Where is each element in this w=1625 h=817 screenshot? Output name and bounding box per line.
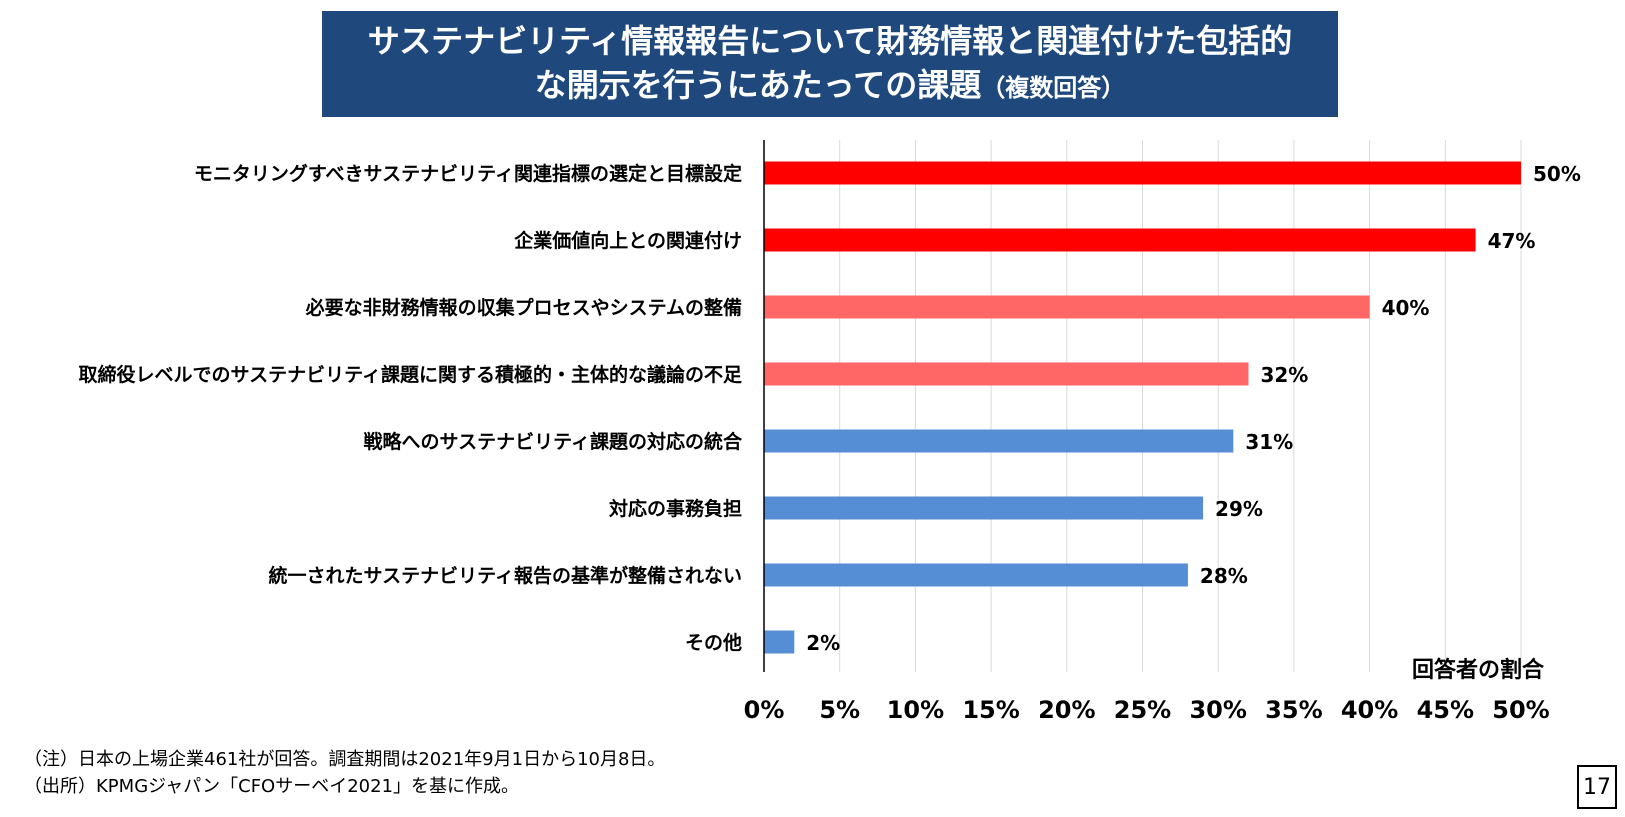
- bar: [764, 429, 1234, 453]
- bar: [764, 161, 1521, 185]
- bar: [764, 630, 795, 654]
- bar: [764, 228, 1476, 252]
- category-label: モニタリングすべきサステナビリティ関連指標の選定と目標設定: [194, 162, 742, 185]
- data-label: 40%: [1382, 296, 1430, 320]
- category-label: 必要な非財務情報の収集プロセスやシステムの整備: [305, 296, 742, 319]
- footnote-source: （出所）KPMGジャパン「CFOサーベイ2021」を基に作成。: [24, 776, 520, 797]
- x-tick-label: 30%: [1189, 696, 1246, 724]
- category-label: 統一されたサステナビリティ報告の基準が整備されない: [269, 564, 742, 587]
- bar: [764, 496, 1204, 520]
- category-label: その他: [685, 631, 742, 654]
- x-tick-label: 45%: [1417, 696, 1474, 724]
- bar-chart: モニタリングすべきサステナビリティ関連指標の選定と目標設定 50% 企業価値向上との…: [79, 140, 1581, 724]
- data-label: 47%: [1488, 229, 1536, 253]
- data-label: 31%: [1245, 430, 1293, 454]
- x-tick-label: 0%: [744, 696, 785, 724]
- chart-title-line1: サステナビリティ情報報告について財務情報と関連付けた包括的: [367, 21, 1293, 60]
- chart-title-subnote: （複数回答）: [981, 73, 1126, 102]
- x-tick-label: 15%: [962, 696, 1019, 724]
- x-tick-label: 5%: [819, 696, 860, 724]
- page-number: 17: [1577, 765, 1617, 809]
- bar: [764, 295, 1370, 319]
- data-label: 50%: [1533, 162, 1581, 186]
- category-label: 対応の事務負担: [608, 497, 742, 520]
- chart-title-banner: サステナビリティ情報報告について財務情報と関連付けた包括的 な開示を行うにあたっ…: [322, 11, 1338, 117]
- category-label: 戦略へのサステナビリティ課題の対応の統合: [364, 430, 743, 453]
- x-tick-label: 20%: [1038, 696, 1095, 724]
- chart-title-line2: な開示を行うにあたっての課題（複数回答）: [535, 63, 1125, 110]
- data-label: 2%: [806, 631, 840, 655]
- category-label: 取締役レベルでのサステナビリティ課題に関する積極的・主体的な議論の不足: [79, 363, 743, 386]
- chart-title-line2-main: な開示を行うにあたっての課題: [534, 65, 982, 104]
- footnote-note: （注）日本の上場企業461社が回答。調査期間は2021年9月1日から10月8日。: [24, 749, 666, 770]
- data-label: 32%: [1260, 363, 1308, 387]
- data-label: 28%: [1200, 564, 1248, 588]
- x-tick-label: 35%: [1265, 696, 1322, 724]
- bar: [764, 362, 1249, 386]
- footnotes: （注）日本の上場企業461社が回答。調査期間は2021年9月1日から10月8日。…: [24, 746, 665, 800]
- data-label: 29%: [1215, 497, 1263, 521]
- x-axis-title: 回答者の割合: [1412, 657, 1545, 683]
- x-tick-label: 25%: [1114, 696, 1171, 724]
- x-tick-label: 50%: [1492, 696, 1549, 724]
- x-tick-label: 40%: [1341, 696, 1398, 724]
- bar: [764, 563, 1188, 587]
- x-tick-label: 10%: [887, 696, 944, 724]
- category-label: 企業価値向上との関連付け: [513, 229, 742, 252]
